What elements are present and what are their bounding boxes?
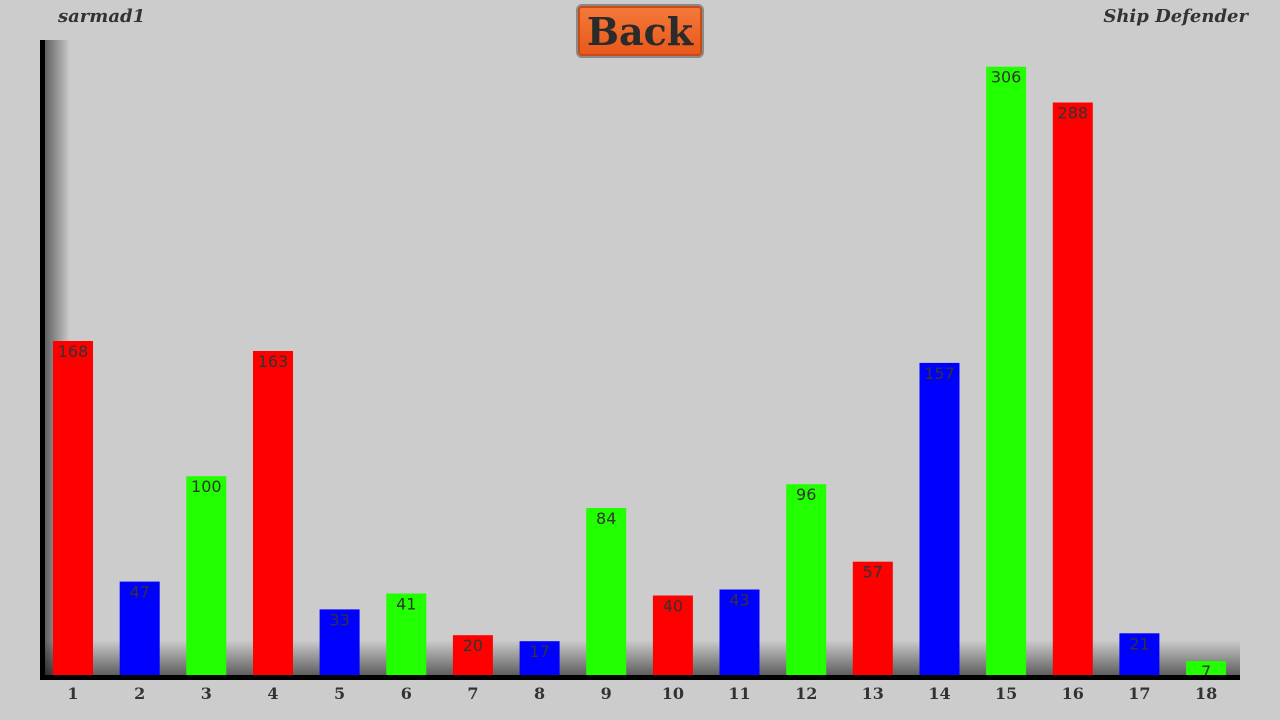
value-labels-layer: 168 47 100 163 33 41 20 17 84 40 43 96 57 157 306 288 21… xyxy=(58,68,1211,681)
x-tick-label: 12 xyxy=(795,684,817,703)
bar-2 xyxy=(119,581,160,675)
bar-5 xyxy=(319,609,360,675)
bar-value-label: 41 xyxy=(396,595,416,614)
back-button[interactable]: Back xyxy=(576,4,704,58)
bar-14 xyxy=(919,362,960,675)
bar-value-label: 306 xyxy=(991,68,1022,87)
x-tick-label: 6 xyxy=(401,684,412,703)
x-tick-label: 1 xyxy=(67,684,78,703)
bar-9 xyxy=(586,508,627,675)
bar-value-label: 57 xyxy=(863,563,883,582)
bar-10 xyxy=(652,595,693,675)
axis-shadow-bottom xyxy=(44,640,1240,676)
x-axis-line xyxy=(40,675,1240,680)
x-tick-label: 8 xyxy=(534,684,545,703)
bar-value-label: 288 xyxy=(1058,104,1089,123)
bar-17 xyxy=(1119,633,1160,675)
bar-6 xyxy=(386,593,427,675)
x-tick-label: 11 xyxy=(728,684,750,703)
bar-3 xyxy=(186,476,227,675)
bar-value-label: 43 xyxy=(729,591,749,610)
x-tick-label: 18 xyxy=(1195,684,1217,703)
bar-18 xyxy=(1186,661,1227,675)
x-tick-label: 4 xyxy=(267,684,278,703)
x-tick-label: 2 xyxy=(134,684,145,703)
bars-layer xyxy=(53,66,1227,675)
bar-value-label: 163 xyxy=(258,352,289,371)
bar-value-label: 21 xyxy=(1129,634,1149,653)
bar-value-label: 84 xyxy=(596,509,616,528)
bar-value-label: 100 xyxy=(191,477,222,496)
bar-11 xyxy=(719,589,760,675)
bar-16 xyxy=(1052,102,1093,675)
y-axis-line xyxy=(40,40,45,680)
bar-12 xyxy=(786,484,827,675)
x-tick-label: 16 xyxy=(1062,684,1084,703)
bar-value-label: 40 xyxy=(663,597,683,616)
x-tick-label: 17 xyxy=(1128,684,1150,703)
x-tick-label: 10 xyxy=(662,684,684,703)
x-tick-labels-layer: 1 2 3 4 5 6 7 8 9 10 11 12 13 14 15 16 17 18 xyxy=(67,684,1217,703)
game-title: Ship Defender xyxy=(1103,6,1248,27)
bar-15 xyxy=(986,66,1027,675)
x-tick-label: 7 xyxy=(467,684,478,703)
bar-value-label: 17 xyxy=(529,642,549,661)
bar-value-label: 168 xyxy=(58,342,89,361)
x-tick-label: 15 xyxy=(995,684,1017,703)
x-tick-label: 9 xyxy=(601,684,612,703)
bar-value-label: 96 xyxy=(796,485,816,504)
bar-value-label: 47 xyxy=(130,583,150,602)
bar-value-label: 157 xyxy=(924,364,955,383)
x-tick-label: 13 xyxy=(862,684,884,703)
bar-7 xyxy=(452,635,493,675)
bar-value-label: 33 xyxy=(329,610,349,629)
bar-1 xyxy=(53,341,93,675)
x-tick-label: 3 xyxy=(201,684,212,703)
bar-13 xyxy=(852,561,893,675)
x-tick-label: 5 xyxy=(334,684,345,703)
bar-value-label: 7 xyxy=(1201,662,1211,681)
player-name: sarmad1 xyxy=(58,6,146,27)
bar-4 xyxy=(253,351,293,675)
bar-8 xyxy=(519,641,560,675)
x-tick-label: 14 xyxy=(928,684,950,703)
bar-value-label: 20 xyxy=(463,636,483,655)
